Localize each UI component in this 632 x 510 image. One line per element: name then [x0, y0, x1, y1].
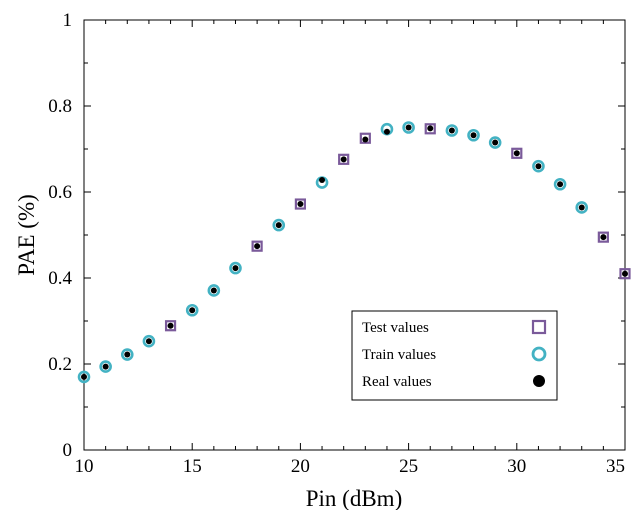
test-value-marker	[338, 153, 350, 165]
train-value-marker	[445, 124, 459, 137]
train-value-marker	[142, 334, 156, 348]
y-tick-label: 0.8	[48, 96, 72, 117]
real-value-marker	[145, 338, 152, 345]
test-value-marker	[424, 123, 436, 135]
tick-labels: 10 15 20 25 30 35 0 0.2 0.4 0.6 0.8 1	[48, 10, 625, 477]
real-value-marker	[427, 125, 434, 132]
real-value-marker	[535, 163, 542, 170]
real-value-marker	[210, 287, 217, 294]
train-value-marker	[532, 159, 545, 173]
test-value-marker	[511, 147, 523, 159]
real-value-marker	[319, 176, 326, 183]
real-value-marker	[275, 222, 282, 229]
x-axis-title: Pin (dBm)	[306, 486, 402, 510]
x-tick-label: 35	[606, 456, 625, 477]
x-tick-label: 25	[399, 456, 418, 477]
legend: Test values Train values Real values	[351, 310, 558, 401]
train-value-marker	[467, 128, 480, 142]
train-value-marker	[488, 136, 502, 149]
legend-label-test: Test values	[362, 320, 429, 336]
real-value-marker	[254, 243, 261, 250]
y-tick-label: 0.6	[48, 182, 72, 203]
real-value-marker	[448, 127, 455, 134]
train-value-marker	[207, 284, 221, 297]
train-value-marker	[272, 218, 286, 232]
train-value-marker	[77, 370, 91, 384]
test-value-marker	[359, 132, 371, 144]
train-value-marker	[99, 360, 112, 373]
real-value-marker	[362, 136, 369, 143]
real-value-marker	[232, 265, 239, 272]
axis-ticks	[83, 19, 626, 451]
legend-label-train: Train values	[362, 347, 436, 363]
real-value-marker	[513, 150, 520, 157]
real-value-marker	[622, 270, 628, 277]
train-value-marker	[185, 303, 199, 317]
x-tick-label: 30	[507, 456, 526, 477]
x-tick-label: 10	[75, 456, 94, 477]
train-value-marker	[120, 348, 134, 361]
real-value-marker	[297, 201, 304, 208]
real-value-marker	[189, 307, 196, 314]
train-value-marker	[229, 261, 242, 275]
legend-marker-real	[533, 375, 545, 387]
train-value-marker	[553, 177, 567, 191]
test-value-marker	[251, 240, 263, 252]
train-value-marker	[402, 121, 415, 134]
real-value-marker	[124, 351, 131, 358]
test-value-marker	[597, 231, 609, 243]
data-markers	[77, 121, 631, 384]
real-value-marker	[557, 181, 564, 188]
y-axis-title: PAE (%)	[14, 194, 39, 276]
real-value-marker	[600, 234, 607, 241]
real-value-marker	[492, 139, 499, 146]
legend-label-real: Real values	[362, 374, 432, 390]
real-value-marker	[405, 124, 412, 131]
test-value-marker	[619, 268, 631, 280]
real-value-marker	[102, 363, 109, 370]
x-tick-label: 20	[291, 456, 310, 477]
test-value-marker	[164, 320, 177, 332]
y-tick-label: 1	[63, 10, 73, 31]
real-value-marker	[167, 322, 174, 329]
legend-marker-test	[531, 319, 547, 335]
test-value-marker	[294, 198, 306, 210]
real-value-marker	[470, 132, 477, 139]
real-value-marker	[383, 128, 390, 135]
x-tick-label: 15	[183, 456, 202, 477]
real-value-marker	[340, 156, 347, 163]
legend-box	[351, 310, 558, 401]
train-value-marker	[575, 201, 589, 214]
legend-marker-train	[531, 346, 547, 362]
y-tick-label: 0	[63, 440, 73, 461]
y-tick-label: 0.2	[48, 354, 72, 375]
real-value-marker	[81, 373, 87, 380]
y-tick-label: 0.4	[48, 268, 72, 289]
real-value-marker	[578, 204, 585, 211]
